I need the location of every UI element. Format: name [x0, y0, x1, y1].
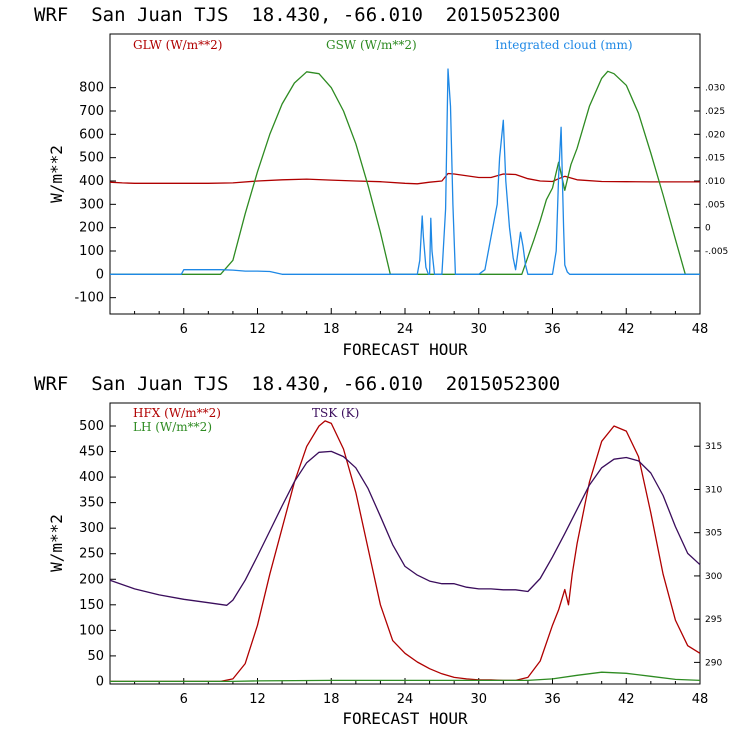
x-tick-label: 30 [470, 322, 487, 337]
x-tick-label: 6 [180, 322, 188, 337]
right-tick-label: .030 [705, 84, 725, 94]
legend-hfx: HFX (W/m**2) [133, 406, 221, 420]
x-tick-label: 36 [544, 692, 561, 707]
x-tick-label: 48 [692, 322, 709, 337]
x-tick-label: 24 [397, 692, 414, 707]
x-tick-label: 42 [618, 322, 635, 337]
series-line-cloud [110, 68, 700, 275]
x-tick-label: 12 [249, 692, 266, 707]
y-tick-label: 300 [79, 197, 104, 212]
y-tick-label: 800 [79, 81, 104, 96]
legend-cloud: Integrated cloud (mm) [495, 38, 633, 52]
y-tick-label: 450 [79, 445, 104, 460]
legend-tsk: TSK (K) [312, 406, 359, 420]
right-tick-label: .015 [705, 154, 725, 164]
x-tick-label: 12 [249, 322, 266, 337]
top-y-ticks: -100 0 100 200 300 400 500 600 700 800 [74, 81, 116, 306]
y-tick-label: 400 [79, 470, 104, 485]
bottom-x-axis-label: FORECAST HOUR [342, 709, 468, 728]
bottom-right-ticks: 290 295 300 305 310 315 [694, 442, 722, 668]
y-tick-label: -100 [74, 291, 104, 306]
bottom-y-ticks: 0 50 100 150 200 250 300 350 400 450 500 [79, 419, 116, 689]
top-x-ticks: 6 12 18 24 30 36 42 48 [134, 308, 709, 337]
x-tick-label: 30 [470, 692, 487, 707]
y-tick-label: 250 [79, 547, 104, 562]
series-line-glw [109, 172, 700, 185]
top-plot-frame [109, 33, 701, 315]
y-tick-label: 300 [79, 521, 104, 536]
right-tick-label: 310 [705, 485, 722, 495]
series-line-lh [110, 671, 701, 683]
right-tick-label: 300 [705, 572, 722, 582]
x-tick-label: 36 [544, 322, 561, 337]
y-tick-label: 200 [79, 221, 104, 236]
right-tick-label: .010 [705, 177, 725, 187]
y-tick-label: 500 [79, 151, 104, 166]
top-chart-title: WRF San Juan TJS 18.430, -66.010 2015052… [34, 4, 560, 26]
right-tick-label: .020 [705, 130, 725, 140]
y-tick-label: 150 [79, 598, 104, 613]
x-tick-label: 48 [692, 692, 709, 707]
legend-lh: LH (W/m**2) [133, 420, 212, 434]
top-y-axis-label: W/m**2 [47, 145, 66, 203]
bottom-y-axis-label: W/m**2 [47, 514, 66, 572]
bottom-x-ticks: 6 12 18 24 30 36 42 48 [134, 678, 709, 707]
legend-glw: GLW (W/m**2) [133, 38, 222, 52]
bottom-panel: WRF San Juan TJS 18.430, -66.010 2015052… [34, 373, 722, 728]
y-tick-label: 100 [79, 623, 104, 638]
x-tick-label: 42 [618, 692, 635, 707]
series-line-gsw [110, 70, 700, 275]
right-tick-label: 295 [705, 615, 722, 625]
top-series-group [109, 68, 700, 275]
right-tick-label: 315 [705, 442, 722, 452]
bottom-plot-frame [109, 402, 701, 685]
y-tick-label: 500 [79, 419, 104, 434]
y-tick-label: 0 [96, 674, 104, 689]
x-tick-label: 6 [180, 692, 188, 707]
bottom-series-group [109, 420, 701, 683]
y-tick-label: 200 [79, 572, 104, 587]
x-tick-label: 24 [397, 322, 414, 337]
right-tick-label: 290 [705, 658, 722, 668]
bottom-chart-title: WRF San Juan TJS 18.430, -66.010 2015052… [34, 373, 560, 395]
y-tick-label: 100 [79, 244, 104, 259]
top-right-ticks: .030 .025 .020 .015 .010 .005 0 -.005 [694, 84, 728, 257]
y-tick-label: 700 [79, 104, 104, 119]
y-tick-label: 0 [96, 267, 104, 282]
series-line-hfx [110, 420, 701, 683]
y-tick-label: 600 [79, 127, 104, 142]
series-line-tsk [109, 450, 701, 606]
x-tick-label: 18 [323, 692, 340, 707]
top-panel: WRF San Juan TJS 18.430, -66.010 2015052… [34, 4, 728, 359]
y-tick-label: 50 [87, 649, 104, 664]
legend-gsw: GSW (W/m**2) [326, 38, 417, 52]
right-tick-label: 305 [705, 529, 722, 539]
right-tick-label: 0 [705, 224, 711, 234]
x-tick-label: 18 [323, 322, 340, 337]
top-x-axis-label: FORECAST HOUR [342, 340, 468, 359]
right-tick-label: .025 [705, 107, 725, 117]
y-tick-label: 350 [79, 496, 104, 511]
right-tick-label: -.005 [705, 247, 728, 257]
right-tick-label: .005 [705, 200, 725, 210]
y-tick-label: 400 [79, 174, 104, 189]
